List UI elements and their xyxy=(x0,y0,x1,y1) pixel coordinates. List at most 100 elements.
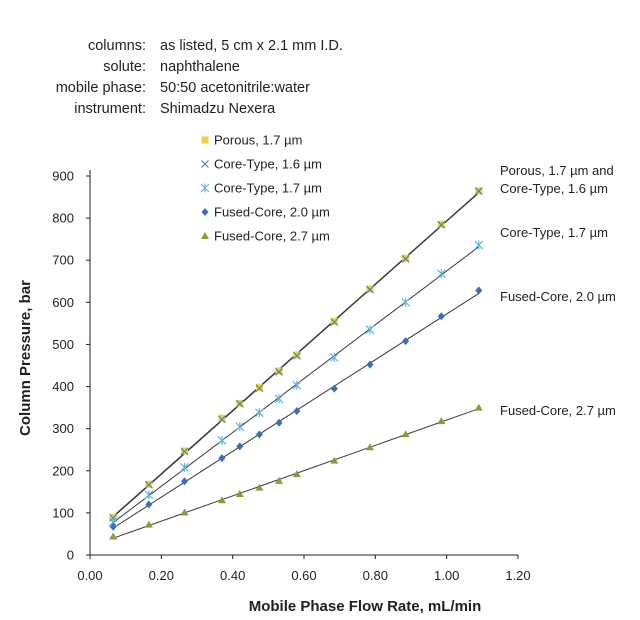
data-point-core-type-1-6-um xyxy=(474,187,483,196)
x-tick-label: 1.00 xyxy=(434,568,459,583)
condition-label-solute: solute: xyxy=(103,59,146,75)
data-point-fused-core-2-0-um xyxy=(330,384,338,393)
legend-label-core-type-1-6-um: Core-Type, 1.6 µm xyxy=(214,157,322,172)
x-tick-label: 0.00 xyxy=(77,568,102,583)
legend: Porous, 1.7 µm Core-Type, 1.6 µm Core-Type… xyxy=(200,133,330,244)
condition-label-instrument: instrument: xyxy=(74,101,146,117)
legend-marker-fused-core-2-0-um xyxy=(201,208,209,216)
legend-label-porous-1-7-um: Porous, 1.7 µm xyxy=(214,133,302,148)
data-point-core-type-1-6-um xyxy=(235,399,244,408)
legend-label-fused-core-2-7-um: Fused-Core, 2.7 µm xyxy=(214,229,330,244)
condition-value-columns: as listed, 5 cm x 2.1 mm I.D. xyxy=(160,38,343,54)
y-tick-label: 300 xyxy=(52,421,74,436)
condition-value-instrument: Shimadzu Nexera xyxy=(160,101,276,117)
x-tick-label: 0.80 xyxy=(363,568,388,583)
data-point-fused-core-2-0-um xyxy=(236,442,244,451)
data-point-core-type-1-7-um xyxy=(217,435,227,445)
legend-label-core-type-1-7-um: Core-Type, 1.7 µm xyxy=(214,181,322,196)
annotation-fused27: Fused-Core, 2.7 µm xyxy=(500,403,616,418)
data-point-core-type-1-7-um xyxy=(474,240,484,250)
data-point-fused-core-2-7-um xyxy=(401,430,410,438)
data-point-fused-core-2-0-um xyxy=(366,360,374,369)
data-point-fused-core-2-7-um xyxy=(365,443,374,451)
y-axis-ticks: 0 100 200 300 400 500 600 700 800 900 xyxy=(52,169,90,563)
data-point-fused-core-2-7-um xyxy=(235,489,244,497)
y-tick-label: 800 xyxy=(52,211,74,226)
legend-marker-core-type-1-6-um xyxy=(201,160,209,168)
data-point-core-type-1-6-um xyxy=(437,220,446,229)
data-point-fused-core-2-7-um xyxy=(474,403,483,411)
condition-label-columns: columns: xyxy=(88,38,146,54)
data-point-core-type-1-6-um xyxy=(144,480,153,489)
annotation-porous-core16-line2: Core-Type, 1.6 µm xyxy=(500,181,608,196)
data-point-fused-core-2-0-um xyxy=(275,418,283,427)
x-tick-label: 0.60 xyxy=(291,568,316,583)
data-point-fused-core-2-0-um xyxy=(109,522,117,531)
y-axis-title: Column Pressure, bar xyxy=(17,280,34,436)
data-point-core-type-1-7-um xyxy=(329,352,339,362)
series-annotations: Porous, 1.7 µm and Core-Type, 1.6 µm Cor… xyxy=(500,163,616,418)
data-point-core-type-1-7-um xyxy=(235,422,245,432)
x-tick-label: 1.20 xyxy=(505,568,530,583)
x-tick-label: 0.20 xyxy=(149,568,174,583)
legend-label-fused-core-2-0-um: Fused-Core, 2.0 µm xyxy=(214,205,330,220)
condition-value-mobile-phase: 50:50 acetonitrile:water xyxy=(160,80,310,96)
data-point-fused-core-2-0-um xyxy=(293,406,301,415)
data-point-fused-core-2-0-um xyxy=(402,337,410,346)
data-point-fused-core-2-7-um xyxy=(437,417,446,425)
data-point-fused-core-2-7-um xyxy=(255,483,264,491)
legend-marker-fused-core-2-7-um xyxy=(201,232,209,239)
data-point-core-type-1-6-um xyxy=(218,415,226,424)
x-axis-ticks: 0.00 0.20 0.40 0.60 0.80 1.00 1.20 xyxy=(77,555,531,583)
data-point-fused-core-2-0-um xyxy=(255,430,263,439)
legend-marker-porous-1-7-um xyxy=(201,136,209,144)
data-point-fused-core-2-0-um xyxy=(181,477,189,486)
legend-marker-core-type-1-7-um xyxy=(200,183,210,193)
data-point-fused-core-2-7-um xyxy=(275,476,284,484)
y-tick-label: 200 xyxy=(52,463,74,478)
data-point-fused-core-2-7-um xyxy=(180,508,189,516)
data-point-fused-core-2-7-um xyxy=(330,456,339,464)
data-point-core-type-1-7-um xyxy=(401,297,411,307)
data-point-core-type-1-7-um xyxy=(436,269,446,279)
y-tick-label: 900 xyxy=(52,169,74,184)
data-point-fused-core-2-0-um xyxy=(475,286,483,295)
data-markers xyxy=(108,187,484,540)
data-point-core-type-1-7-um xyxy=(274,394,284,404)
x-tick-label: 0.40 xyxy=(220,568,245,583)
data-point-core-type-1-6-um xyxy=(401,255,410,263)
y-tick-label: 600 xyxy=(52,295,74,310)
annotation-fused20: Fused-Core, 2.0 µm xyxy=(500,289,616,304)
data-point-core-type-1-7-um xyxy=(254,408,264,418)
data-point-fused-core-2-7-um xyxy=(144,520,153,528)
data-point-fused-core-2-7-um xyxy=(217,496,226,504)
y-tick-label: 100 xyxy=(52,505,74,520)
data-point-core-type-1-7-um xyxy=(144,490,154,500)
y-tick-label: 500 xyxy=(52,337,74,352)
data-point-core-type-1-6-um xyxy=(255,384,264,393)
y-tick-label: 700 xyxy=(52,253,74,268)
data-point-core-type-1-6-um xyxy=(366,285,374,294)
data-point-fused-core-2-0-um xyxy=(437,312,445,321)
annotation-porous-core16-line1: Porous, 1.7 µm and xyxy=(500,163,614,178)
data-point-core-type-1-6-um xyxy=(180,447,189,456)
condition-label-mobile-phase: mobile phase: xyxy=(56,80,146,96)
data-point-core-type-1-6-um xyxy=(292,351,301,360)
data-point-core-type-1-7-um xyxy=(180,462,189,472)
data-point-fused-core-2-7-um xyxy=(292,470,301,478)
data-point-fused-core-2-0-um xyxy=(218,454,226,463)
data-point-porous-1-7-um xyxy=(218,414,226,422)
annotation-core17: Core-Type, 1.7 µm xyxy=(500,225,608,240)
data-point-core-type-1-6-um xyxy=(330,318,339,327)
data-point-fused-core-2-0-um xyxy=(145,500,153,509)
condition-value-solute: naphthalene xyxy=(160,59,240,75)
data-point-core-type-1-7-um xyxy=(292,380,302,390)
y-tick-label: 400 xyxy=(52,379,74,394)
y-tick-label: 0 xyxy=(67,548,74,563)
x-axis-title: Mobile Phase Flow Rate, mL/min xyxy=(249,598,482,615)
data-point-core-type-1-7-um xyxy=(365,325,375,335)
data-point-core-type-1-6-um xyxy=(275,367,283,376)
conditions-block: columns: as listed, 5 cm x 2.1 mm I.D. s… xyxy=(56,38,343,117)
fit-lines xyxy=(112,191,480,539)
